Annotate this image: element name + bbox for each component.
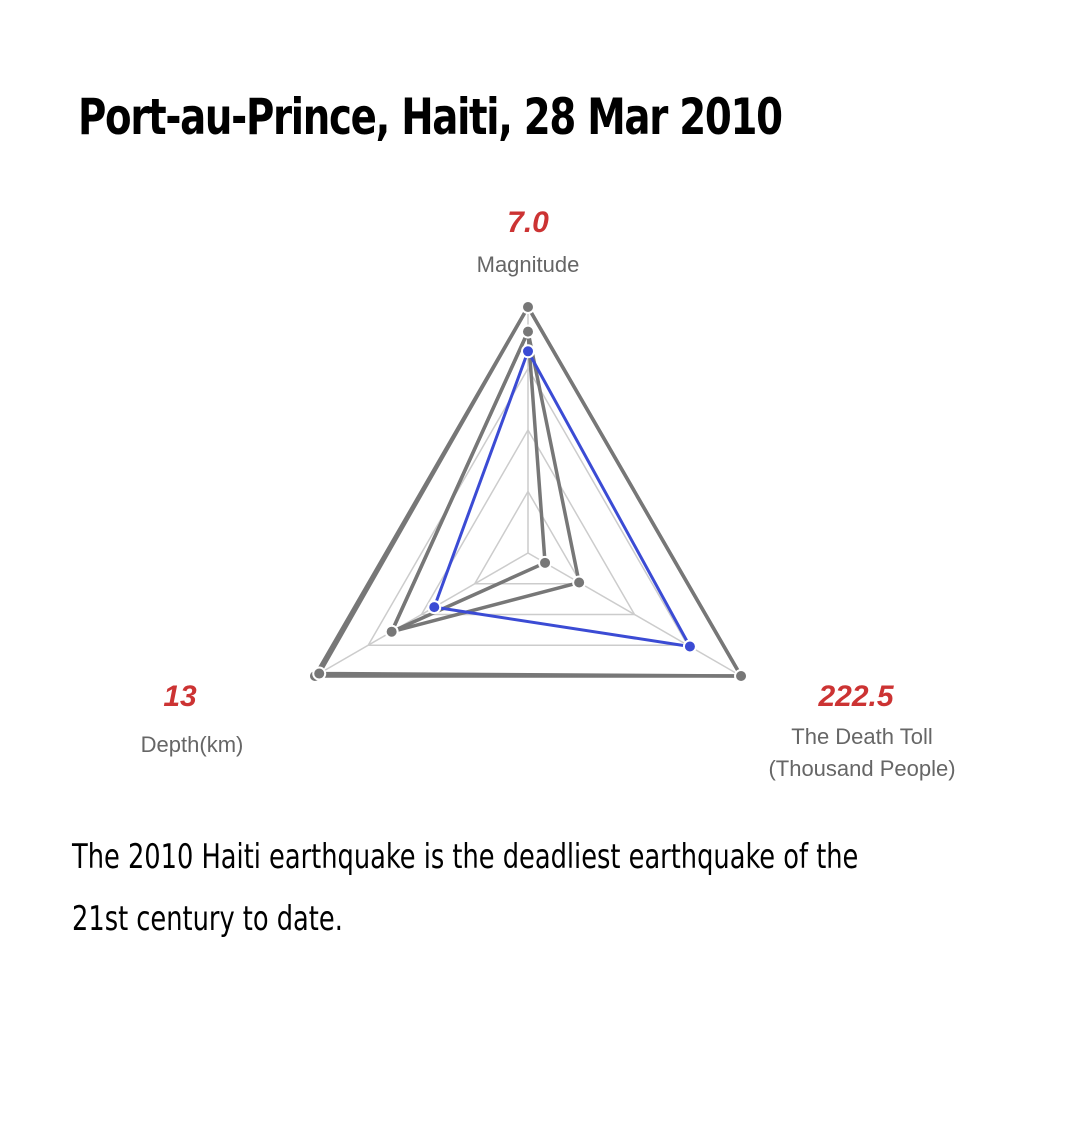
series-polygon-5	[432, 349, 692, 648]
series-polygon-2	[317, 305, 743, 678]
series-4-point-3	[384, 624, 399, 639]
radar-series	[307, 300, 749, 683]
series-2-point-1	[521, 300, 535, 314]
series-5-point-3	[427, 600, 442, 615]
series-polygon-4	[389, 329, 581, 634]
grid-spoke-3	[314, 552, 529, 677]
series-5-point-2	[682, 639, 697, 654]
grid-ring-2	[420, 428, 636, 616]
axis-name-label-3-line-1: Depth(km)	[141, 732, 244, 757]
series-5-point-1	[521, 344, 535, 359]
axis-value-label-2: 222.5	[817, 680, 894, 713]
axis-name-label-1-line-1: Magnitude	[477, 252, 580, 277]
radar-axis-labels: 7.0 Magnitude 222.5 The Death Toll (Thousand…	[141, 206, 956, 781]
description-text: The 2010 Haiti earthquake is the deadlie…	[72, 837, 859, 939]
axis-name-label-2-line-2: (Thousand People)	[768, 756, 955, 781]
grid-ring-1	[473, 489, 583, 585]
series-4-point-2	[572, 575, 587, 590]
series-3-point-2	[538, 555, 553, 570]
series-4-point-1	[521, 324, 535, 339]
series-2-point-2	[734, 669, 749, 683]
axis-value-label-1: 7.0	[507, 206, 549, 239]
axis-value-label-3: 13	[163, 680, 197, 713]
series-2-point-3	[312, 666, 327, 681]
axis-name-label-2-line-1: The Death Toll	[791, 724, 932, 749]
page-title: Port-au-Prince, Haiti, 28 Mar 2010	[78, 88, 783, 146]
grid-spoke-2	[527, 552, 742, 677]
radar-chart: 7.0 Magnitude 222.5 The Death Toll (Thousand…	[141, 206, 956, 781]
